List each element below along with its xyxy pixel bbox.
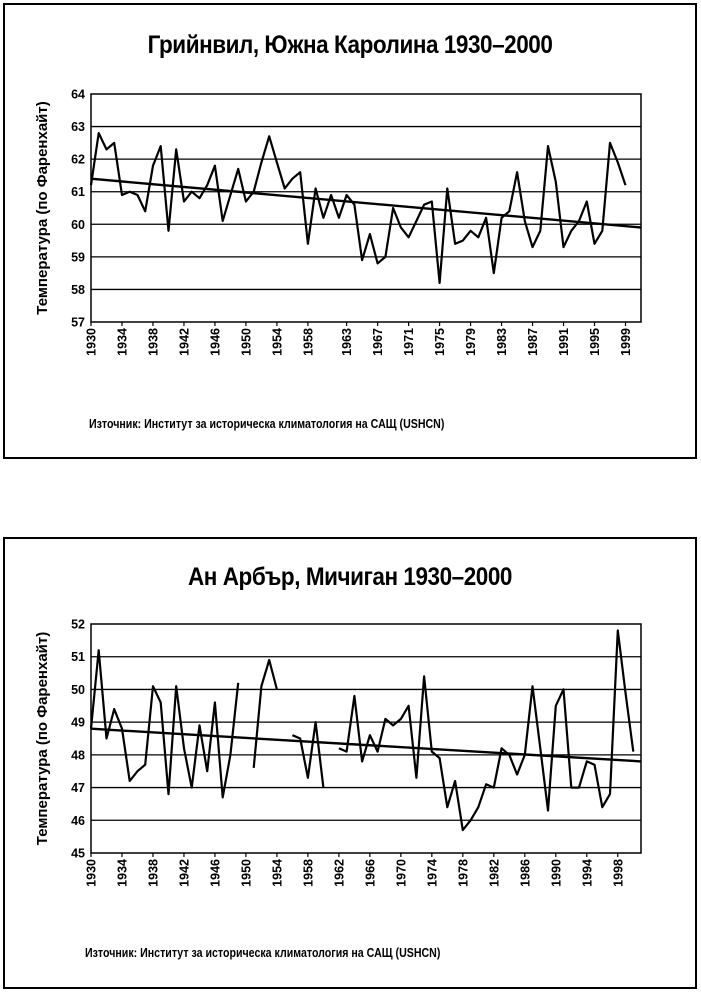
chart-title: Грийнвил, Южна Каролина 1930–2000 <box>147 31 553 59</box>
temperature-series-line <box>252 658 278 769</box>
y-tick-label: 49 <box>71 716 85 730</box>
x-tick-label: 1991 <box>557 328 571 356</box>
x-tick-label: 1986 <box>518 859 532 887</box>
y-tick-label: 47 <box>71 781 85 795</box>
chart-panel-ann-arbor: Ан Арбър, Мичиган 1930–2000 45 46 47 48 49 50… <box>3 537 697 989</box>
x-tick-label: 1994 <box>580 859 594 887</box>
x-tick-label: 1950 <box>239 859 253 887</box>
y-tick-label: 50 <box>71 683 85 697</box>
y-tick-label: 63 <box>71 120 85 134</box>
source-note: Източник: Институт за историческа климат… <box>85 946 441 960</box>
y-tick-label: 52 <box>71 618 85 632</box>
x-tick-label: 1979 <box>464 328 478 356</box>
x-tick-label: 1946 <box>208 328 222 356</box>
x-tick-label: 1946 <box>208 859 222 887</box>
x-tick-label: 1963 <box>340 328 354 356</box>
line-chart-ann-arbor: 45 46 47 48 49 50 51 52 1930 1934 1938 1942 1946 1950… <box>34 618 642 887</box>
x-tick-label: 1934 <box>115 859 129 887</box>
x-tick-label: 1958 <box>301 328 315 356</box>
y-tick-label: 58 <box>71 283 85 297</box>
x-tick-label: 1954 <box>270 328 284 356</box>
chart-title: Ан Арбър, Мичиган 1930–2000 <box>188 563 512 591</box>
x-tick-label: 1942 <box>177 859 191 887</box>
x-tick-label: 1934 <box>115 328 129 356</box>
x-tick-label: 1930 <box>85 859 99 887</box>
temperature-series-line <box>89 649 240 799</box>
x-tick-label: 1962 <box>332 859 346 887</box>
x-tick-label: 1974 <box>425 859 439 887</box>
source-note: Източник: Институт за историческа климат… <box>89 417 445 431</box>
x-tick-label: 1999 <box>619 328 633 356</box>
trend-line <box>90 177 642 229</box>
x-tick-label: 1987 <box>526 328 540 356</box>
y-tick-label: 59 <box>71 250 85 264</box>
x-tick-label: 1950 <box>239 328 253 356</box>
x-tick-label: 1998 <box>611 859 625 887</box>
chart-panel-greenville: Грийнвил, Южна Каролина 1930–2000 57 58 59… <box>3 3 697 459</box>
x-tick-label: 1970 <box>394 859 408 887</box>
x-tick-label: 1975 <box>433 328 447 356</box>
y-tick-label: 61 <box>71 185 85 199</box>
y-tick-label: 51 <box>71 650 85 664</box>
x-tick-label: 1967 <box>371 328 385 356</box>
x-tick-label: 1971 <box>402 328 416 356</box>
y-tick-label: 60 <box>71 218 85 232</box>
y-axis-label: Температура (по Фаренхайт) <box>34 101 51 314</box>
line-chart-greenville: 57 58 59 60 61 62 63 64 1930 1934 1938 1942 1946 1950… <box>34 88 642 356</box>
x-tick-label: 1938 <box>146 328 160 356</box>
y-tick-label: 57 <box>71 316 85 330</box>
temperature-series-line <box>338 629 635 832</box>
y-tick-label: 48 <box>71 748 85 762</box>
x-tick-label: 1982 <box>487 859 501 887</box>
y-tick-label: 45 <box>71 847 85 861</box>
y-tick-label: 62 <box>71 153 85 167</box>
temperature-series-line <box>291 721 325 788</box>
trend-line <box>90 727 642 763</box>
x-tick-label: 1966 <box>363 859 377 887</box>
x-tick-label: 1958 <box>301 859 315 887</box>
x-tick-label: 1938 <box>146 859 160 887</box>
x-tick-label: 1930 <box>85 328 99 356</box>
plot-area <box>90 623 642 854</box>
y-axis-label: Температура (по Фаренхайт) <box>34 632 51 845</box>
x-tick-label: 1995 <box>588 328 602 356</box>
plot-area <box>90 93 642 323</box>
x-tick-label: 1983 <box>495 328 509 356</box>
y-tick-label: 46 <box>71 814 85 828</box>
x-tick-label: 1990 <box>549 859 563 887</box>
y-tick-label: 64 <box>71 88 85 102</box>
x-tick-label: 1978 <box>456 859 470 887</box>
x-tick-label: 1954 <box>270 859 284 887</box>
x-tick-label: 1942 <box>177 328 191 356</box>
temperature-series-line <box>89 132 627 284</box>
